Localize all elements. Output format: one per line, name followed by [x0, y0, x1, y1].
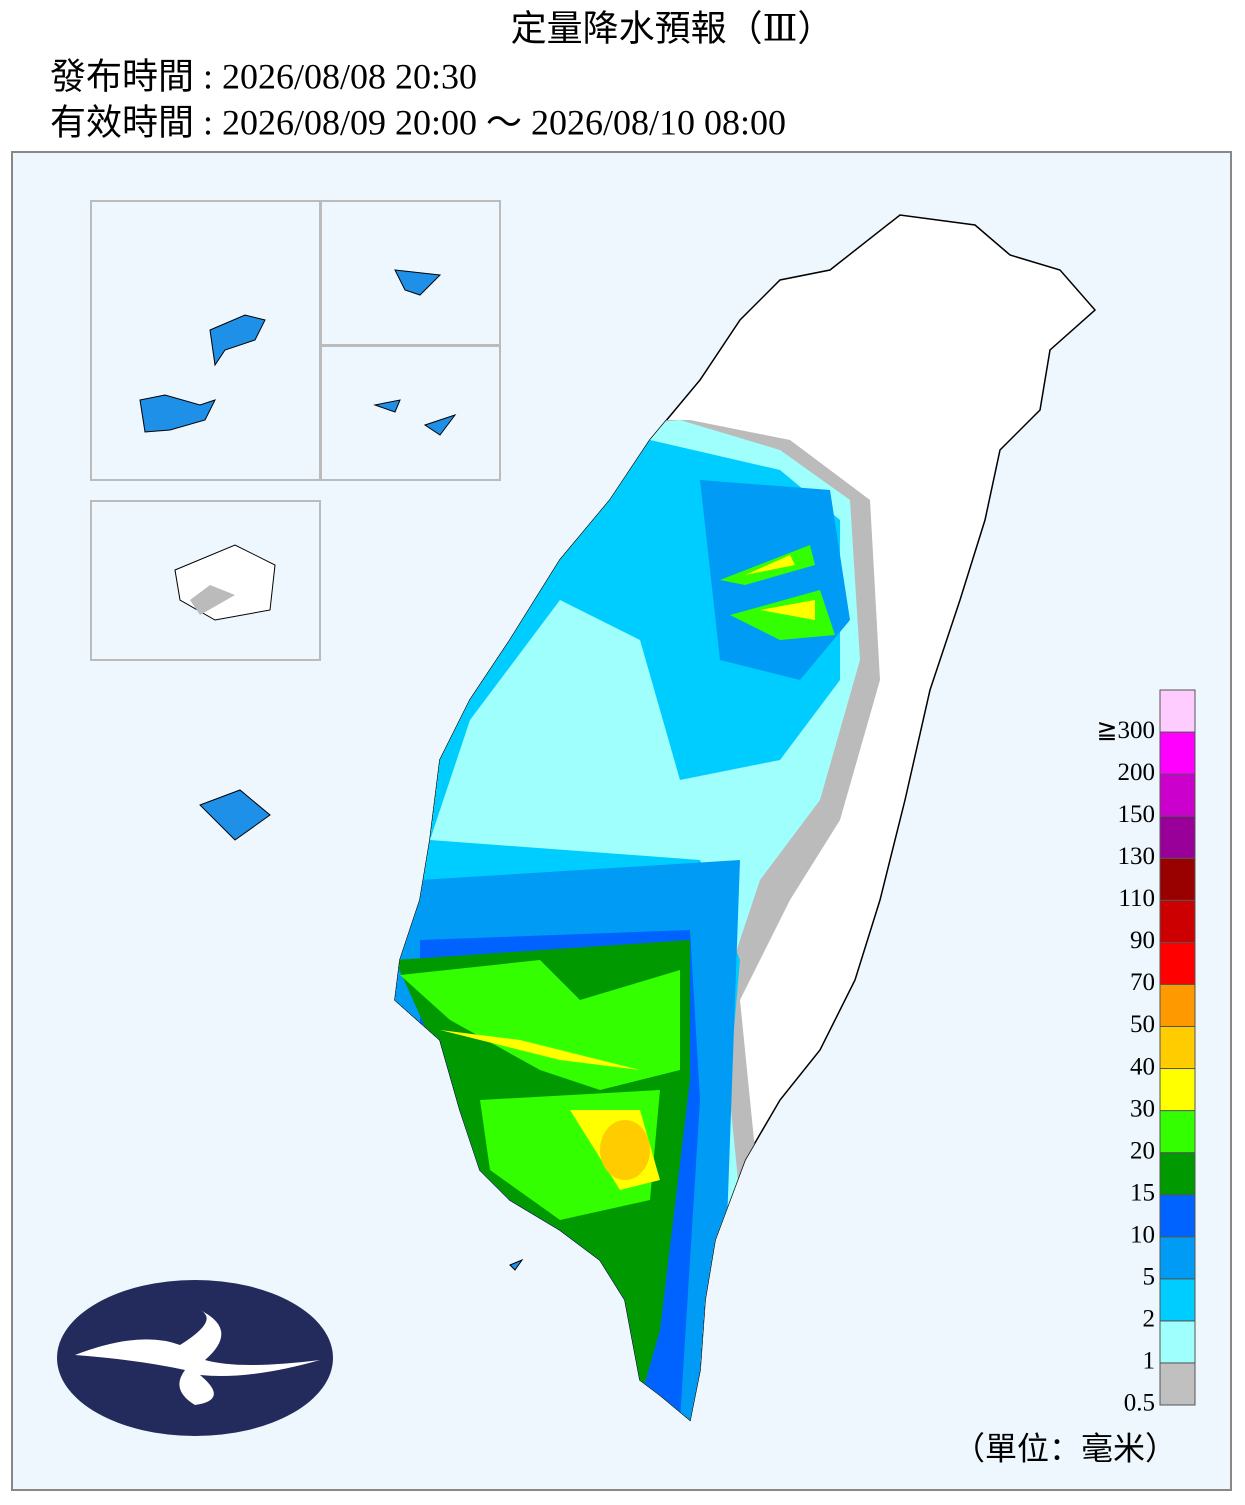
legend-swatch: [1159, 899, 1196, 943]
legend-label: 10: [1130, 1221, 1155, 1248]
legend-label: ≧300: [1097, 717, 1155, 744]
legend-swatch: [1159, 983, 1196, 1027]
legend-swatch: [1159, 815, 1196, 859]
legend-swatch: [1159, 1194, 1196, 1238]
legend-label: 30: [1130, 1095, 1155, 1122]
legend-swatch: [1159, 731, 1196, 775]
legend-label: 5: [1143, 1264, 1156, 1291]
legend-label: 15: [1130, 1179, 1155, 1206]
legend-swatch: [1159, 1110, 1196, 1154]
legend-label: 150: [1118, 801, 1156, 828]
legend-label: 20: [1130, 1137, 1155, 1164]
legend-label: 50: [1130, 1011, 1155, 1038]
legend-label: 2: [1143, 1306, 1156, 1333]
valid-time: 有效時間 : 2026/08/09 20:00 ～ 2026/08/10 08:…: [50, 102, 786, 142]
legend-label: 90: [1130, 927, 1155, 954]
inset-boxes: [90, 200, 501, 661]
legend-swatch: [1159, 1278, 1196, 1322]
legend-swatch: [1159, 689, 1196, 733]
title: 定量降水預報（Ⅲ）: [511, 8, 834, 48]
legend-swatch: [1159, 1025, 1196, 1070]
legend-swatch: [1159, 1068, 1196, 1112]
legend-label: 200: [1118, 759, 1156, 786]
unit-label: （單位：毫米）: [953, 1430, 1177, 1466]
legend-swatch: [1159, 941, 1196, 985]
kinmen-rain: [190, 585, 235, 615]
legend-swatch: [1159, 1152, 1196, 1196]
islands: [139, 269, 524, 1271]
legend: 0.5 1 2 5 10 15 20 30 40 50 70 90 110 130 150 200 ≧300: [1097, 689, 1196, 1417]
legend-swatch: [1159, 857, 1196, 901]
legend-swatch: [1159, 1320, 1196, 1364]
legend-label: 110: [1118, 885, 1155, 912]
issued-time: 發布時間 : 2026/08/08 20:30: [50, 56, 477, 96]
legend-label: 0.5: [1124, 1390, 1155, 1417]
legend-swatch: [1159, 773, 1196, 817]
legend-label: 1: [1143, 1348, 1156, 1375]
legend-label: 70: [1130, 969, 1155, 996]
legend-label: 40: [1130, 1053, 1155, 1080]
legend-label: 130: [1118, 843, 1156, 870]
legend-swatch: [1159, 1362, 1196, 1406]
legend-swatch: [1159, 1236, 1196, 1280]
cwa-logo: [57, 1280, 333, 1436]
